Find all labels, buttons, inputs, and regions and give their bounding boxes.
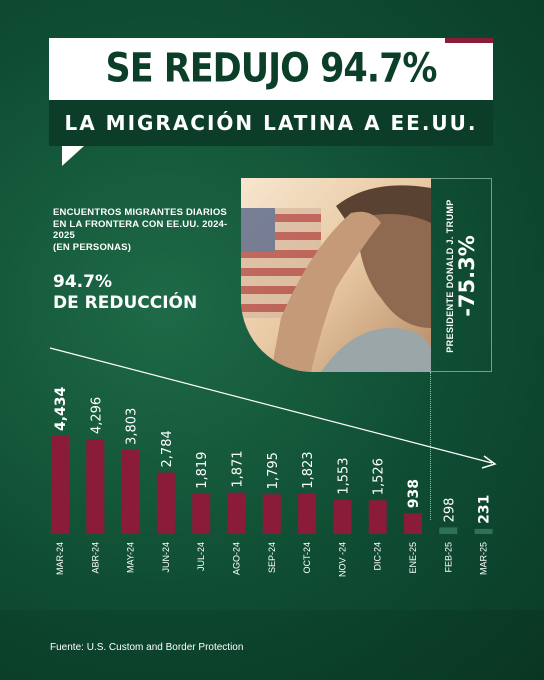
bar-chart: 4,434 4,296 3,803 2,784 1,819 1,871 1,795 1,823… <box>49 347 497 577</box>
administration-divider <box>430 372 431 520</box>
value-label: 1,819 <box>195 452 210 489</box>
value-label: 3,803 <box>125 408 140 445</box>
trump-panel: PRESIDENTE DONALD J. TRUMP -75.3% <box>431 178 492 372</box>
category-label: FEB-25 <box>443 542 453 573</box>
bar-dic-24 <box>368 500 387 534</box>
category-label: MAR-25 <box>479 542 489 575</box>
category-label: SEP-24 <box>267 542 277 573</box>
trump-change: -75.3% <box>454 235 479 317</box>
category-label: DIC-24 <box>373 542 383 571</box>
category-label: OCT-24 <box>302 542 312 574</box>
category-label: AGO-24 <box>232 542 242 575</box>
value-label: 2,784 <box>160 430 175 467</box>
value-label: 1,553 <box>336 457 351 494</box>
value-label: 231 <box>477 495 493 524</box>
value-label: 298 <box>442 498 457 523</box>
bar-ene-25 <box>404 513 422 534</box>
bar-feb-25 <box>439 527 458 534</box>
headline-box: SE REDUJO 94.7% <box>49 38 493 100</box>
trend-arrow <box>49 347 497 469</box>
reduction-value: 94.7% <box>53 272 112 292</box>
value-label: 1,795 <box>266 452 281 489</box>
bar-may-24 <box>121 449 140 534</box>
headline-accent <box>445 38 493 43</box>
value-label: 1,871 <box>231 450 246 487</box>
reduction-callout: 94.7% DE REDUCCIÓN <box>53 272 197 314</box>
description-units: (EN PERSONAS) <box>53 241 132 253</box>
subheadline-box: LA MIGRACIÓN LATINA A EE.UU. <box>49 100 493 146</box>
bottom-band <box>0 610 544 680</box>
bar-abr-24 <box>86 439 105 534</box>
source-note: Fuente: U.S. Custom and Border Protectio… <box>50 642 244 653</box>
category-label: MAY-24 <box>126 542 136 573</box>
value-label: 938 <box>406 479 422 508</box>
value-label: 4,296 <box>89 397 104 434</box>
description-text: ENCUENTROS MIGRANTES DIARIOS EN LA FRONT… <box>53 207 228 241</box>
bar-ago-24 <box>227 492 246 534</box>
subheadline: LA MIGRACIÓN LATINA A EE.UU. <box>64 111 478 135</box>
saluting-man-photo <box>241 178 431 372</box>
reduction-label: DE REDUCCIÓN <box>53 293 198 313</box>
bar-mar-25 <box>474 528 493 534</box>
category-label: JUL-24 <box>196 542 206 571</box>
bar-nov-24 <box>333 499 352 534</box>
value-label: 4,434 <box>53 386 69 431</box>
bar-sep-24 <box>262 494 281 534</box>
speech-notch <box>62 146 84 166</box>
headline: SE REDUJO 94.7% <box>105 46 437 92</box>
chart-description: ENCUENTROS MIGRANTES DIARIOS EN LA FRONT… <box>53 207 238 253</box>
category-label: ABR-24 <box>90 542 100 574</box>
category-label: NOV -24 <box>337 542 347 577</box>
category-label: ENE-25 <box>408 542 418 574</box>
value-label: 1,526 <box>372 458 387 495</box>
bar-jun-24 <box>156 472 175 534</box>
bar-oct-24 <box>298 493 317 534</box>
category-label: JUN-24 <box>161 542 171 573</box>
value-label: 1,823 <box>301 451 316 488</box>
bar-mar-24 <box>51 436 69 534</box>
category-label: MAR-24 <box>55 542 65 575</box>
bar-jul-24 <box>192 493 211 534</box>
